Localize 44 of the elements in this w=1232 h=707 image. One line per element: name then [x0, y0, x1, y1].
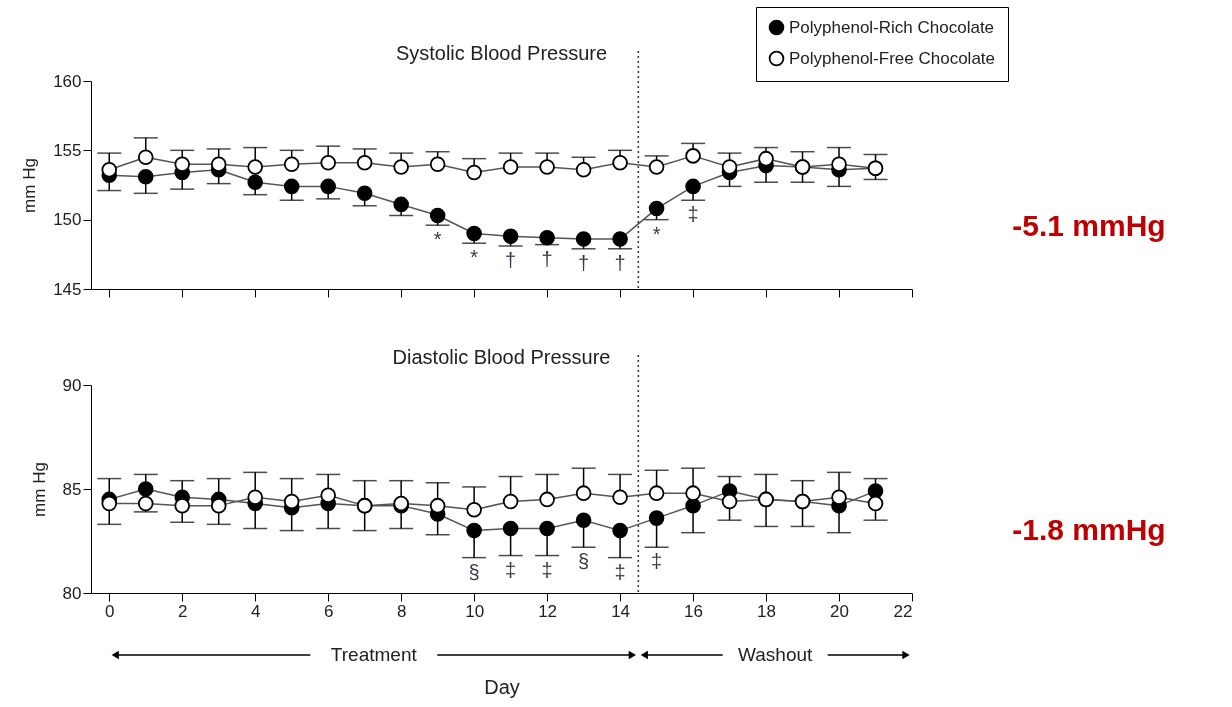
annotation: *: [470, 246, 479, 269]
y-tick-label: 145: [53, 279, 82, 299]
x-tick-label: 12: [538, 601, 558, 621]
y-axis-title: mm Hg: [29, 462, 49, 517]
text: -1.8 mmHg: [1012, 512, 1166, 546]
annotation: †: [614, 251, 626, 274]
annotation: ‡: [651, 550, 663, 573]
x-tick-label: 10: [465, 601, 485, 621]
x-tick-label: 22: [893, 601, 913, 621]
text: -5.1 mmHg: [1012, 208, 1166, 242]
annotation: †: [578, 251, 590, 274]
text: Washout: [738, 644, 814, 665]
y-tick-label: 150: [53, 210, 82, 230]
y-tick-label: 155: [53, 140, 82, 160]
x-tick-label: 2: [177, 601, 188, 621]
annotation: †: [505, 249, 517, 272]
chart-title: Diastolic Blood Pressure: [392, 346, 611, 368]
x-axis-title: Day: [484, 675, 520, 698]
annotation: ‡: [541, 558, 553, 581]
x-tick-label: 8: [396, 601, 407, 621]
y-tick-label: 80: [62, 583, 82, 603]
annotation: §: [578, 550, 590, 573]
annotation: *: [652, 222, 661, 245]
annotation: ‡: [505, 558, 517, 581]
y-tick-label: 90: [62, 375, 82, 395]
x-tick-label: 20: [830, 601, 849, 621]
annotation: §: [468, 560, 480, 583]
annotation: †: [541, 247, 553, 270]
annotation: ‡: [687, 203, 699, 226]
legend-label: Polyphenol-Free Chocolate: [789, 48, 996, 68]
x-tick-label: 6: [323, 601, 334, 621]
annotation: *: [433, 228, 442, 251]
x-tick-label: 18: [757, 601, 777, 621]
legend-label: Polyphenol-Rich Chocolate: [789, 17, 995, 37]
x-tick-label: 0: [105, 601, 115, 621]
annotation: ‡: [614, 560, 626, 583]
chart-title: Systolic Blood Pressure: [395, 42, 608, 64]
text: Treatment: [330, 644, 418, 665]
x-tick-label: 4: [250, 601, 261, 621]
x-tick-label: 16: [684, 601, 704, 621]
x-tick-label: 14: [611, 601, 631, 621]
y-tick-label: 160: [53, 71, 82, 91]
y-axis-title: mm Hg: [20, 158, 40, 213]
y-tick-label: 85: [62, 479, 82, 499]
